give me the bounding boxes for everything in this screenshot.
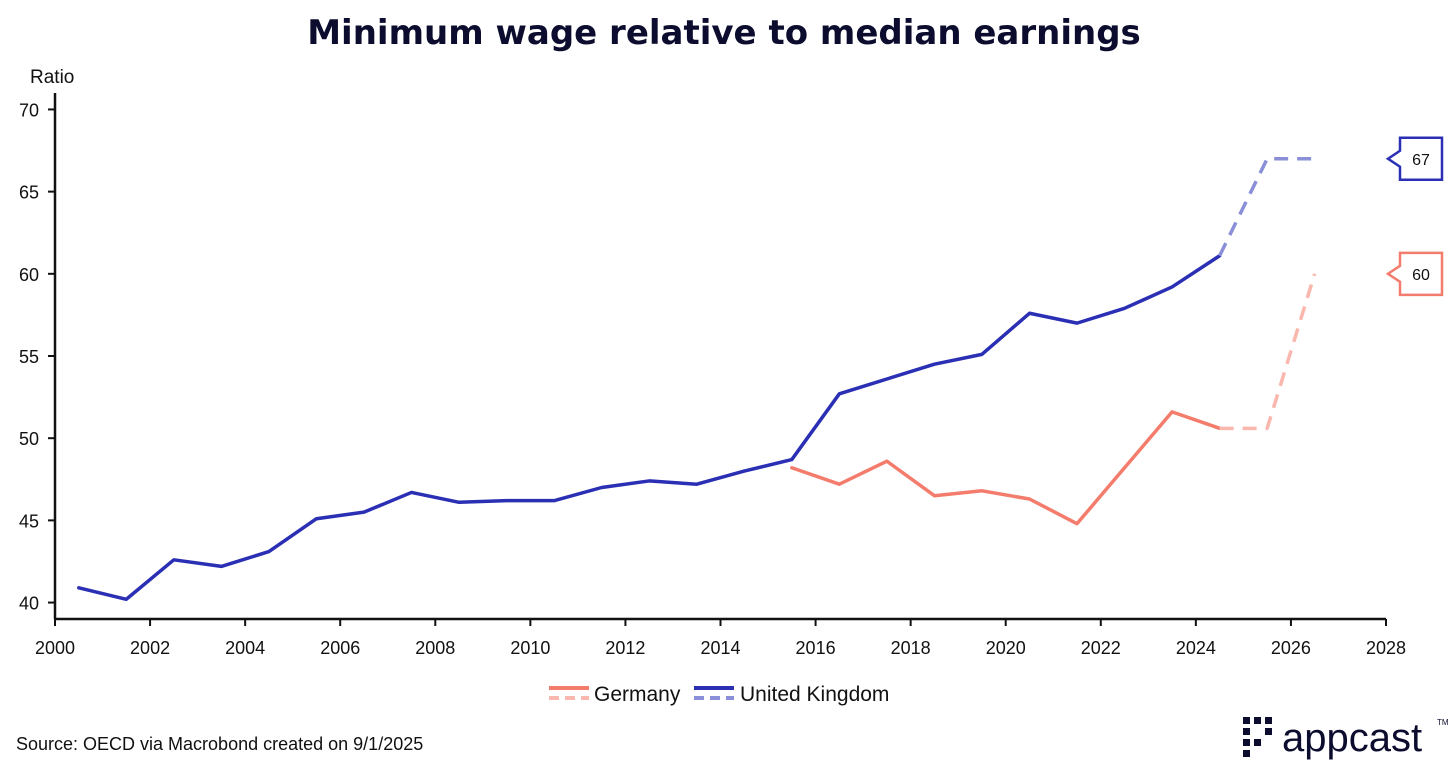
axes — [53, 93, 1386, 621]
legend: Germany United Kingdom — [549, 683, 889, 706]
callout-germany-box — [1385, 251, 1444, 297]
appcast-logo-mark-icon — [1243, 717, 1272, 757]
series-united-kingdom-forecast-line — [1218, 157, 1315, 257]
x-tick-label: 2000 — [35, 638, 75, 658]
x-tick-label: 2018 — [891, 638, 931, 658]
legend-uk-label: United Kingdom — [740, 683, 889, 706]
callout-germany-label: 60 — [1412, 267, 1430, 284]
series-germany-line — [790, 410, 1222, 526]
series-germany-forecast-line — [1219, 273, 1317, 431]
x-tick-label: 2010 — [510, 638, 550, 658]
callouts: 60 67 — [1385, 136, 1444, 297]
x-axis-ticks: 2000 2002 2004 2006 2008 2010 2012 2014 2016 2018… — [35, 619, 1406, 658]
x-tick-label: 2006 — [320, 638, 360, 658]
series-layer — [77, 157, 1317, 602]
chart-title: Minimum wage relative to median earnings — [307, 13, 1141, 53]
x-tick-label: 2016 — [796, 638, 836, 658]
callout-united-kingdom-label: 67 — [1412, 152, 1430, 169]
x-tick-label: 2008 — [415, 638, 455, 658]
callout-united-kingdom-box — [1385, 136, 1444, 181]
x-tick-label: 2024 — [1176, 638, 1216, 658]
series-united-kingdom-line — [77, 253, 1222, 602]
x-tick-label: 2004 — [225, 638, 265, 658]
x-tick-label: 2012 — [605, 638, 645, 658]
x-tick-label: 2022 — [1081, 638, 1121, 658]
y-axis-ticks: 40 45 50 55 60 65 70 — [19, 100, 55, 614]
x-tick-label: 2028 — [1366, 638, 1406, 658]
x-tick-label: 2002 — [130, 638, 170, 658]
appcast-wordmark: appcast — [1282, 716, 1422, 760]
y-tick-label: 40 — [19, 594, 39, 614]
y-axis-title: Ratio — [30, 67, 74, 88]
source-note: Source: OECD via Macrobond created on 9/… — [16, 734, 423, 754]
y-tick-label: 50 — [19, 429, 39, 449]
y-tick-label: 60 — [19, 265, 39, 285]
y-tick-label: 65 — [19, 183, 39, 203]
x-tick-label: 2014 — [700, 638, 740, 658]
y-tick-label: 45 — [19, 511, 39, 531]
y-tick-label: 70 — [19, 100, 39, 120]
x-tick-label: 2020 — [986, 638, 1026, 658]
y-tick-label: 55 — [19, 347, 39, 367]
legend-germany-label: Germany — [594, 683, 681, 706]
trademark-mark: TM — [1437, 718, 1449, 727]
x-tick-label: 2026 — [1271, 638, 1311, 658]
appcast-logo: appcast TM — [1243, 716, 1449, 760]
